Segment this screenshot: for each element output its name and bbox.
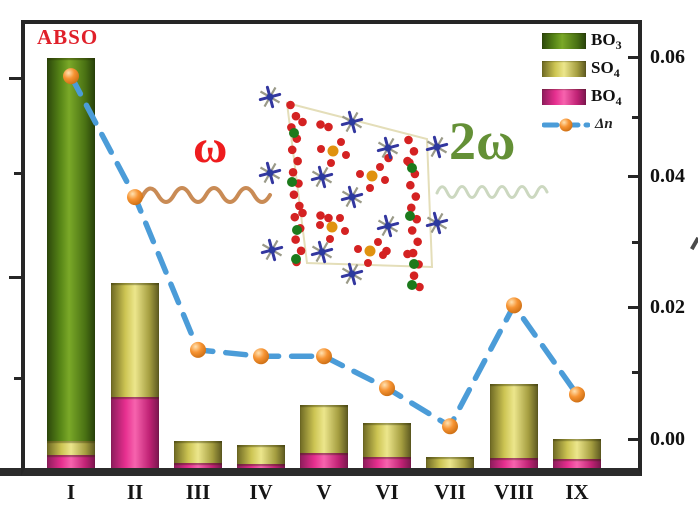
bar-VII [426,0,474,468]
bar-IX-segment-so4 [553,439,601,459]
bar-VIII [490,0,538,468]
bo4-label: BO4 [591,85,622,108]
left-major-tick-1 [9,276,21,279]
legend-item-bo3: BO3 [542,29,622,52]
x-tick-label-V: V [316,480,332,504]
bar-I [47,0,95,468]
right-minor-tick-2 [632,371,638,374]
right-minor-tick-1 [632,241,638,244]
bar-III-segment-so4 [174,441,222,463]
bar-IX-segment-bo4 [553,459,601,468]
bar-I-segment-so4 [47,441,95,455]
right-major-tick-3 [628,438,638,441]
delta-n-line-sample-icon [542,118,590,131]
x-tick-label-IX: IX [565,480,589,504]
bo3-label: BO3 [591,29,622,52]
right-tick-label-0.02: 0.02 [650,296,685,318]
bar-III [174,0,222,468]
bar-VIII-segment-bo4 [490,458,538,468]
bar-IX [553,0,601,468]
two-omega-label: 2ω [449,111,516,171]
left-minor-tick-0 [14,172,21,175]
bar-III-segment-bo4 [174,463,222,468]
bar-I-segment-bo4 [47,455,95,468]
bar-VI-segment-so4 [363,423,411,457]
bar-VIII-segment-so4 [490,384,538,458]
x-tick-label-I: I [66,480,76,504]
delta-n-label: Δn [595,116,613,132]
bar-V-segment-so4 [300,405,348,453]
bo3-swatch [542,32,586,49]
legend-item-so4: SO4 [542,57,622,80]
x-tick-label-VIII: VIII [494,480,534,504]
x-tick-label-VI: VI [375,480,399,504]
bar-V-segment-bo4 [300,453,348,468]
bar-IV-segment-bo4 [237,464,285,468]
legend: BO3 SO4 BO4 Δn [542,29,622,144]
bar-II [111,0,159,468]
omega-label: ω [193,121,228,173]
right-major-tick-0 [628,56,638,59]
right-major-tick-1 [628,175,638,178]
so4-label: SO4 [591,57,620,80]
bar-I-segment-bo3 [47,58,95,441]
x-tick-label-IV: IV [249,480,273,504]
legend-item-bo4: BO4 [542,85,622,108]
right-minor-tick-0 [632,116,638,119]
left-minor-tick-1 [14,377,21,380]
bar-V [300,0,348,468]
x-tick-label-III: III [185,480,211,504]
bar-II-segment-bo4 [111,397,159,468]
bar-IV-segment-so4 [237,445,285,464]
bo4-swatch [542,88,586,105]
x-tick-label-II: II [126,480,144,504]
legend-item-delta-n: Δn [542,116,622,133]
bar-IV [237,0,285,468]
bar-VII-segment-so4 [426,457,474,468]
bar-VI-segment-bo4 [363,457,411,468]
bar-VI [363,0,411,468]
bar-II-segment-so4 [111,283,159,397]
right-tick-label-0.04: 0.04 [650,165,685,187]
compound-label: ABSO [37,25,99,49]
bottom-left-tick [0,468,21,476]
right-major-tick-2 [628,306,638,309]
right-tick-label-0.00: 0.00 [650,428,685,450]
right-tick-label-0.06: 0.06 [650,46,685,68]
x-tick-label-VII: VII [434,480,466,504]
so4-swatch [542,60,586,77]
left-major-tick-0 [9,77,21,80]
